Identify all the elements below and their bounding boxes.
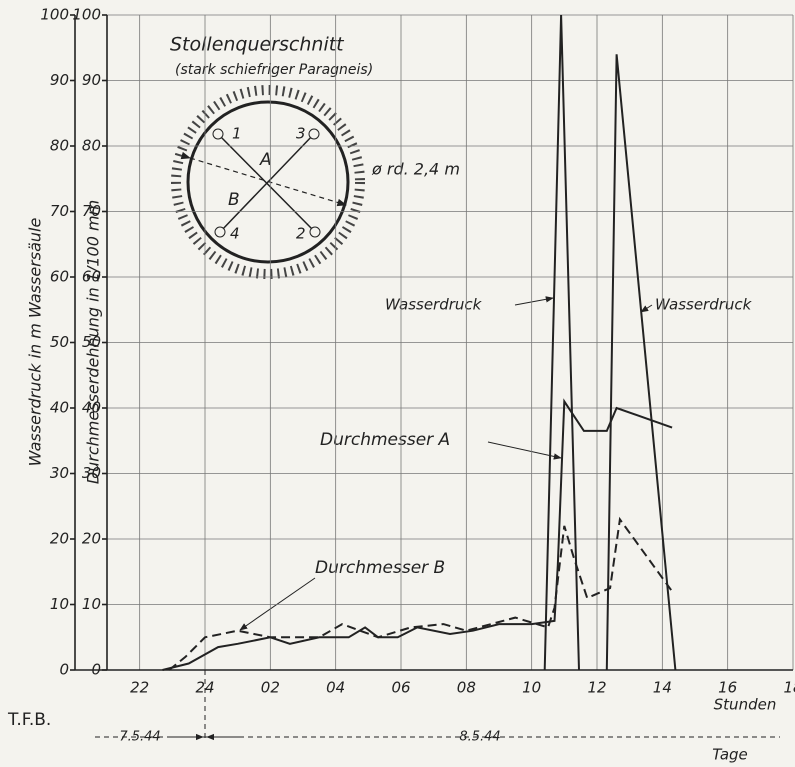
label-arrow: [487, 441, 562, 460]
inset-title: Stollenquerschnitt: [170, 34, 345, 56]
x-tick-label: 02: [261, 679, 280, 697]
x-tick-label: 04: [326, 679, 345, 697]
y2-tick-label: 100: [72, 6, 101, 24]
y2-tick-label: 80: [82, 137, 101, 155]
y2-tick-label: 60: [82, 268, 101, 286]
y2-tick-label: 10: [82, 595, 101, 613]
inset-diagram: Stollenquerschnitt (stark schiefriger Pa…: [170, 34, 460, 279]
x-tick-label: 06: [391, 679, 410, 697]
x-tick-label: 24: [195, 679, 214, 697]
date-label: 7.5.44: [119, 730, 160, 745]
y-tick-label: 0: [59, 661, 69, 679]
point: [212, 128, 224, 140]
y2-tick-label: 40: [82, 399, 101, 417]
y2-tick-label: 50: [82, 333, 101, 351]
y-tick-label: 50: [50, 333, 69, 351]
series-label: Wasserdruck: [385, 296, 483, 314]
y2-tick-label: 70: [82, 202, 101, 220]
y-tick-label: 70: [50, 202, 69, 220]
label-arrow: [239, 577, 316, 631]
y2-tick-label: 20: [82, 530, 101, 548]
label-arrow: [640, 304, 653, 313]
series-label: Durchmesser A: [320, 430, 450, 450]
y-tick-label: 80: [50, 137, 69, 155]
point: [214, 226, 226, 238]
y-tick-label: 90: [50, 71, 69, 89]
series-line: [543, 14, 677, 671]
point-label: 2: [296, 225, 306, 243]
y-tick-label: 100: [40, 6, 69, 24]
series-label: Durchmesser B: [315, 558, 445, 578]
y-axis-title: Wasserdruck in m Wassersäule: [26, 218, 45, 467]
date-axis-title: Tage: [712, 746, 748, 764]
label-arrow: [514, 296, 554, 306]
point-label: 1: [232, 125, 242, 143]
y-tick-label: 30: [50, 464, 69, 482]
point-label: 4: [230, 225, 240, 243]
x-tick-label: 12: [587, 679, 606, 697]
y-tick-label: 10: [50, 595, 69, 613]
point: [308, 128, 320, 140]
y2-axis-title: Durchmesserdehnung in 1/100 mm: [84, 200, 103, 484]
x-tick-label: 08: [457, 679, 476, 697]
point-label: 3: [296, 125, 306, 143]
y2-tick-label: 90: [82, 71, 101, 89]
x-axis-title: Stunden: [714, 696, 777, 714]
inset-subtitle: (stark schiefriger Paragneis): [175, 62, 373, 78]
x-tick-label: 10: [522, 679, 541, 697]
dimension-label: ø rd. 2,4 m: [371, 160, 460, 179]
section-label: B: [228, 190, 240, 210]
y-tick-label: 20: [50, 530, 69, 548]
x-tick-label: 22: [130, 679, 149, 697]
series-label: Wasserdruck: [655, 296, 753, 314]
rock-hatching: [171, 85, 365, 279]
y-tick-label: 40: [50, 399, 69, 417]
footer-label: T.F.B.: [7, 710, 51, 730]
date-label: 8.5.44: [459, 730, 500, 745]
point: [309, 226, 321, 238]
diameter-arrow: [180, 151, 347, 207]
y-tick-label: 60: [50, 268, 69, 286]
section-label: A: [259, 150, 272, 170]
x-tick-label: 14: [653, 679, 672, 697]
series-line: [168, 516, 673, 671]
x-tick-label: 18: [783, 679, 795, 697]
y2-tick-label: 30: [82, 464, 101, 482]
x-tick-label: 16: [718, 679, 737, 697]
